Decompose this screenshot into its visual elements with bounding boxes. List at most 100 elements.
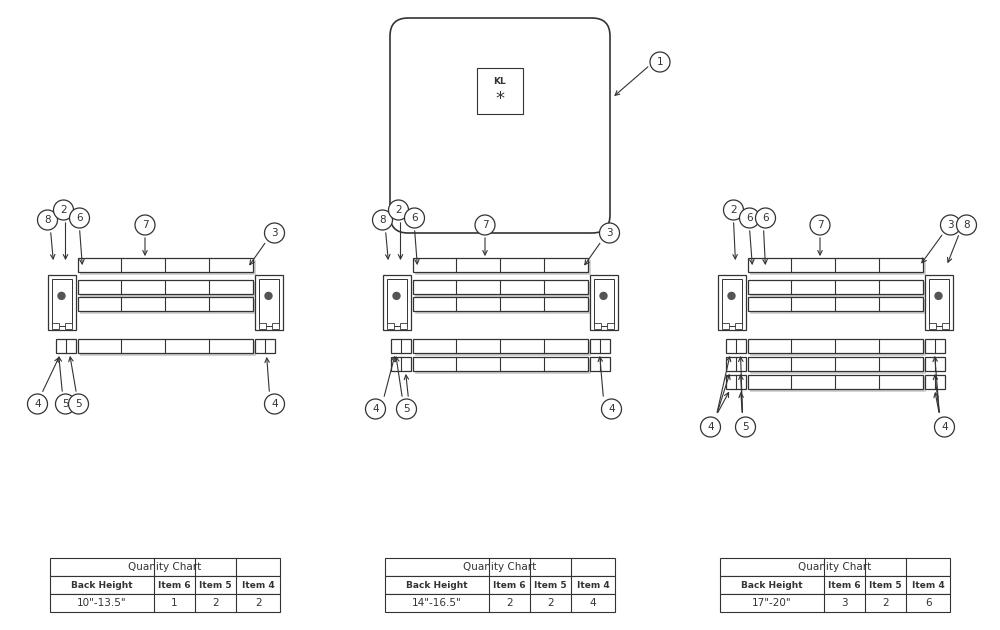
Circle shape: [68, 394, 88, 414]
Circle shape: [135, 215, 155, 235]
Bar: [386, 279, 406, 326]
Text: Item 6: Item 6: [493, 580, 526, 590]
Bar: [415, 359, 590, 373]
Bar: [734, 323, 742, 329]
Text: Back Height: Back Height: [741, 580, 803, 590]
Bar: [415, 260, 590, 274]
Bar: [594, 323, 600, 329]
Bar: [415, 282, 590, 296]
Bar: [720, 594, 950, 612]
Bar: [385, 558, 615, 576]
Text: 6: 6: [746, 213, 753, 223]
Text: Item 4: Item 4: [577, 580, 610, 590]
Circle shape: [602, 399, 622, 419]
Bar: [924, 357, 944, 371]
Bar: [52, 279, 72, 326]
Text: Quanity Chart: Quanity Chart: [128, 562, 202, 572]
Bar: [413, 258, 588, 272]
Circle shape: [265, 292, 272, 299]
Text: 2: 2: [730, 205, 737, 215]
Bar: [258, 323, 266, 329]
Bar: [413, 339, 588, 353]
Text: Item 6: Item 6: [828, 580, 861, 590]
Circle shape: [756, 208, 776, 228]
Text: 5: 5: [742, 422, 749, 432]
Circle shape: [736, 417, 756, 437]
Bar: [78, 297, 252, 311]
Bar: [415, 299, 590, 313]
Bar: [928, 279, 948, 326]
Bar: [78, 280, 252, 294]
Bar: [726, 375, 746, 389]
Bar: [272, 323, 278, 329]
Bar: [748, 357, 922, 371]
Text: Quanity Chart: Quanity Chart: [463, 562, 537, 572]
Bar: [594, 279, 614, 326]
Bar: [590, 339, 610, 353]
Text: 3: 3: [271, 228, 278, 238]
Text: 5: 5: [62, 399, 69, 409]
Text: 2: 2: [255, 598, 261, 608]
Text: 5: 5: [403, 404, 410, 414]
Bar: [415, 341, 590, 355]
Bar: [390, 339, 411, 353]
Bar: [400, 323, 406, 329]
Bar: [928, 323, 936, 329]
Bar: [924, 375, 944, 389]
Bar: [258, 279, 278, 326]
Text: 2: 2: [506, 598, 513, 608]
Text: Item 4: Item 4: [242, 580, 275, 590]
Bar: [720, 576, 950, 594]
Bar: [722, 323, 728, 329]
Text: Item 5: Item 5: [199, 580, 232, 590]
Circle shape: [650, 52, 670, 72]
Circle shape: [393, 292, 400, 299]
Bar: [52, 323, 58, 329]
Circle shape: [724, 200, 744, 220]
Bar: [80, 282, 254, 296]
Bar: [720, 558, 950, 576]
Bar: [48, 275, 76, 330]
Text: 4: 4: [941, 422, 948, 432]
Circle shape: [404, 208, 424, 228]
Text: 4: 4: [608, 404, 615, 414]
Bar: [750, 377, 924, 391]
Text: 6: 6: [925, 598, 931, 608]
Circle shape: [264, 223, 285, 243]
Text: Back Height: Back Height: [406, 580, 468, 590]
Bar: [50, 594, 280, 612]
Text: 2: 2: [60, 205, 67, 215]
Circle shape: [70, 208, 90, 228]
Bar: [382, 275, 411, 330]
Circle shape: [728, 292, 735, 299]
Text: *: *: [496, 90, 505, 108]
Bar: [924, 339, 944, 353]
Text: 3: 3: [606, 228, 613, 238]
Bar: [477, 68, 523, 114]
Bar: [750, 282, 924, 296]
Circle shape: [956, 215, 976, 235]
Text: 4: 4: [707, 422, 714, 432]
Bar: [726, 339, 746, 353]
Circle shape: [396, 399, 416, 419]
Circle shape: [810, 215, 830, 235]
Bar: [385, 594, 615, 612]
Bar: [56, 339, 76, 353]
Bar: [413, 297, 588, 311]
Text: 8: 8: [379, 215, 386, 225]
Bar: [748, 297, 922, 311]
FancyBboxPatch shape: [390, 18, 610, 233]
Bar: [750, 341, 924, 355]
Bar: [942, 323, 948, 329]
Text: 17"-20": 17"-20": [752, 598, 792, 608]
Circle shape: [54, 200, 74, 220]
Bar: [590, 275, 618, 330]
Bar: [722, 279, 742, 326]
Text: 7: 7: [142, 220, 148, 230]
Text: Item 5: Item 5: [869, 580, 902, 590]
Bar: [726, 357, 746, 371]
Circle shape: [940, 215, 960, 235]
Text: 2: 2: [547, 598, 554, 608]
Text: 7: 7: [817, 220, 823, 230]
Circle shape: [58, 292, 65, 299]
